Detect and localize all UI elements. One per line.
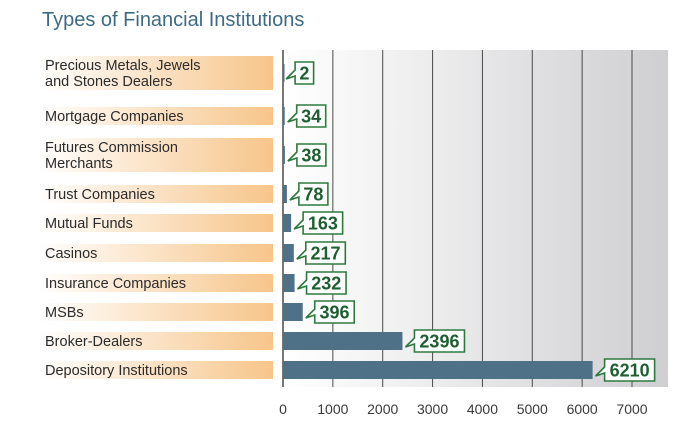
category-label: Futures Commission Merchants (45, 140, 178, 172)
x-tick-label: 4000 (467, 401, 498, 417)
value-callout (289, 182, 329, 206)
x-tick-label: 7000 (616, 401, 647, 417)
x-tick-label: 2000 (367, 401, 398, 417)
bar (283, 107, 285, 125)
category-label-band (38, 361, 273, 379)
value-label: 2396 (419, 332, 459, 352)
category-label: Mortgage Companies (45, 109, 184, 125)
value-label: 2 (299, 64, 309, 84)
value-label: 6210 (610, 361, 650, 381)
value-callout (297, 271, 347, 295)
bar (283, 332, 403, 350)
category-label-band (38, 56, 273, 90)
value-callout (404, 329, 466, 353)
value-label: 163 (308, 214, 338, 234)
category-label: Casinos (45, 246, 97, 262)
bar (283, 244, 294, 262)
bar (283, 361, 593, 379)
category-label-band (38, 214, 273, 232)
plot-background (283, 50, 668, 387)
value-callout (287, 104, 327, 128)
value-callout (285, 61, 315, 85)
value-label: 396 (319, 303, 349, 323)
category-label-band (38, 185, 273, 203)
category-labels: Precious Metals, Jewels and Stones Dealer… (38, 56, 273, 379)
bar (283, 146, 285, 164)
value-callout (595, 358, 656, 382)
value-labels: 2 34 38 78 163 217 232 396 2396 6210 (285, 61, 656, 382)
category-label: MSBs (45, 305, 84, 321)
bar (283, 274, 295, 292)
bars (283, 64, 593, 379)
category-label-band (38, 244, 273, 262)
x-tick-label: 3000 (417, 401, 448, 417)
category-label: Trust Companies (45, 187, 155, 203)
category-label-band (38, 138, 273, 172)
bar (283, 303, 303, 321)
category-label: Broker-Dealers (45, 334, 143, 350)
bar (283, 185, 287, 203)
bar (283, 214, 292, 232)
category-label: Precious Metals, Jewels and Stones Dealer… (45, 58, 201, 90)
bar (283, 64, 285, 82)
value-label: 78 (303, 185, 323, 205)
value-label: 232 (311, 274, 341, 294)
value-callout (287, 143, 327, 167)
value-callout (305, 300, 356, 324)
x-tick-label: 6000 (567, 401, 598, 417)
x-axis-ticks: 0 1000 2000 3000 4000 5000 6000 7000 (279, 401, 648, 417)
category-label-band (38, 303, 273, 321)
value-callout (296, 241, 347, 265)
value-label: 38 (301, 146, 321, 166)
category-label: Mutual Funds (45, 216, 133, 232)
category-label: Insurance Companies (45, 276, 186, 292)
chart-title: Types of Financial Institutions (42, 9, 304, 31)
x-tick-label: 1000 (317, 401, 348, 417)
value-callout (293, 211, 344, 235)
category-label-band (38, 107, 273, 125)
category-label: Depository Institutions (45, 363, 188, 379)
category-label-band (38, 274, 273, 292)
value-label: 217 (311, 244, 341, 264)
x-tick-label: 0 (279, 401, 287, 417)
category-label-band (38, 332, 273, 350)
value-label: 34 (301, 107, 321, 127)
x-tick-label: 5000 (517, 401, 548, 417)
